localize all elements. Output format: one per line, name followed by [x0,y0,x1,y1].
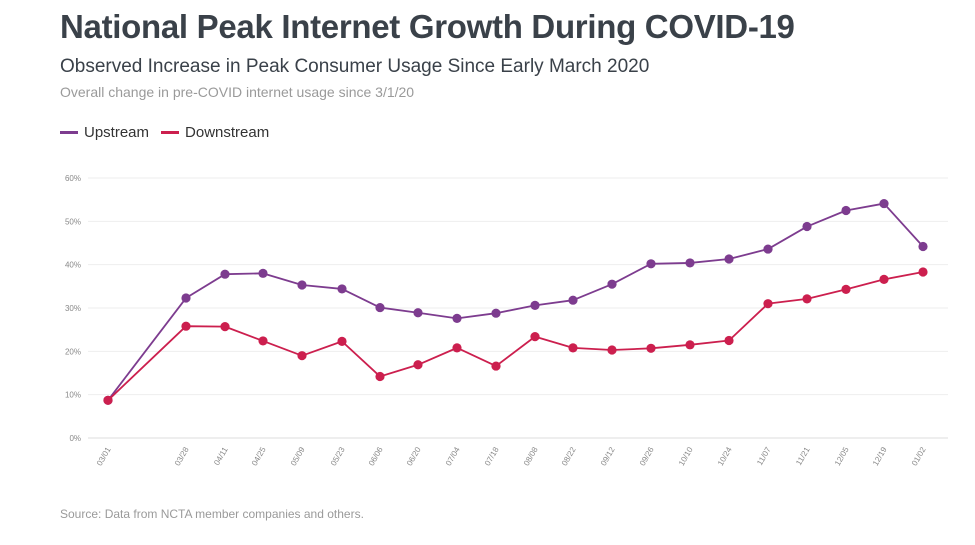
legend-item-upstream: Upstream [60,124,149,141]
data-point-upstream [607,279,617,289]
x-tick-label: 08/22 [560,445,578,467]
x-tick-label: 05/23 [329,445,347,467]
data-point-downstream [220,322,230,332]
data-point-upstream [685,258,695,268]
legend-swatch-downstream [161,131,180,134]
data-point-upstream [879,198,889,209]
data-point-downstream [297,351,307,361]
data-point-downstream [685,340,695,350]
x-tick-label: 03/28 [173,445,191,467]
data-point-upstream [646,259,656,269]
x-tick-label: 09/12 [599,445,617,467]
x-tick-label: 12/19 [871,445,889,467]
data-point-downstream [646,343,656,353]
y-tick-label: 30% [65,304,81,313]
legend-label-upstream: Upstream [84,124,150,141]
x-tick-label: 03/01 [95,445,113,467]
data-point-downstream [337,336,347,346]
y-tick-label: 60% [65,174,81,183]
data-point-downstream [607,345,617,355]
data-point-downstream [568,343,578,353]
data-point-downstream [530,332,540,342]
x-tick-label: 04/25 [250,445,268,467]
x-tick-label: 07/04 [444,445,462,467]
x-tick-label: 05/09 [289,445,307,467]
data-point-upstream [568,295,578,305]
data-point-downstream [452,343,462,353]
chart-subtitle: Observed Increase in Peak Consumer Usage… [60,56,650,77]
series-line-downstream [107,271,924,401]
data-point-downstream [841,284,851,294]
x-tick-label: 04/11 [212,445,230,467]
x-tick-label: 12/05 [833,445,851,467]
data-point-upstream [258,268,268,278]
x-tick-label: 11/21 [794,445,812,467]
y-tick-label: 20% [65,347,81,356]
data-point-upstream [297,280,307,290]
data-point-upstream [918,241,928,252]
data-point-downstream [724,335,734,346]
source-note: Source: Data from NCTA member companies … [60,507,364,521]
data-point-upstream [220,269,230,279]
data-point-upstream [802,221,812,232]
y-tick-label: 0% [69,434,81,443]
x-tick-label: 10/10 [677,445,695,467]
chart-note: Overall change in pre-COVID internet usa… [60,84,415,100]
data-point-downstream [879,274,889,284]
data-point-downstream [918,267,928,277]
y-tick-label: 40% [65,261,81,270]
x-tick-label: 07/18 [483,445,501,467]
y-tick-label: 50% [65,217,81,226]
y-tick-label: 10% [65,391,81,400]
data-point-downstream [413,360,423,370]
legend-swatch-upstream [60,131,78,134]
data-point-upstream [491,308,501,318]
data-point-upstream [841,205,851,216]
data-point-downstream [375,371,385,382]
data-point-downstream [258,336,268,346]
chart-title: National Peak Internet Growth During COV… [60,8,795,45]
series-line-upstream [107,202,924,401]
data-point-upstream [763,244,773,254]
data-point-downstream [181,321,191,331]
data-point-upstream [413,308,423,318]
x-tick-label: 08/08 [522,445,540,467]
x-tick-label: 06/20 [405,445,423,467]
data-point-downstream [103,395,113,405]
legend: Upstream Downstream [60,124,269,141]
legend-label-downstream: Downstream [185,124,270,141]
data-point-upstream [181,293,191,303]
data-point-upstream [375,302,385,313]
legend-item-downstream: Downstream [161,124,269,141]
x-tick-label: 11/07 [755,445,773,467]
data-point-upstream [337,284,347,294]
data-point-upstream [530,300,540,310]
data-point-downstream [763,299,773,309]
data-point-upstream [724,254,734,264]
data-point-downstream [802,294,812,304]
x-tick-label: 09/26 [638,445,656,467]
x-tick-label: 01/02 [910,445,928,467]
data-point-downstream [491,361,501,371]
data-point-upstream [452,313,462,323]
x-tick-label: 06/06 [367,445,385,467]
x-tick-label: 10/24 [716,445,734,467]
